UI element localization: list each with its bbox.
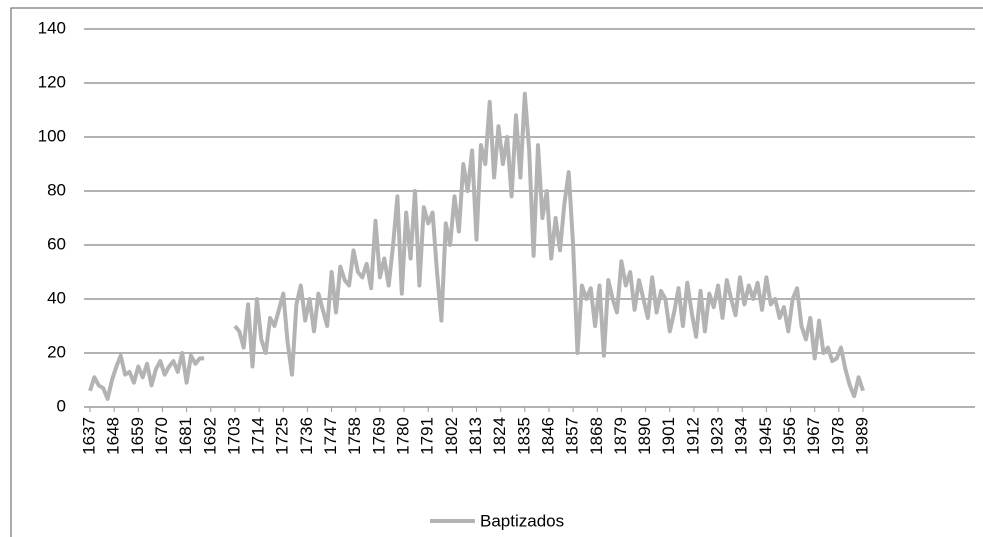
- x-tick-label: 1989: [852, 417, 871, 455]
- x-tick-label: 1890: [635, 417, 654, 455]
- x-tick-label: 1725: [273, 417, 292, 455]
- y-tick-label: 60: [47, 234, 66, 253]
- x-tick-label: 1901: [659, 417, 678, 455]
- x-tick-label: 1692: [200, 417, 219, 455]
- x-tick-label: 1758: [345, 417, 364, 455]
- x-tick-label: 1813: [466, 417, 485, 455]
- data-line: [88, 91, 865, 401]
- y-tick-label: 40: [47, 288, 66, 307]
- x-tick-label: 1945: [756, 417, 775, 455]
- x-tick-label: 1934: [732, 417, 751, 455]
- y-tick-label: 0: [57, 396, 66, 415]
- x-tick-label: 1670: [152, 417, 171, 455]
- y-tick-label: 80: [47, 180, 66, 199]
- x-tick-label: 1648: [104, 417, 123, 455]
- x-tick-label: 1956: [780, 417, 799, 455]
- x-tick-label: 1659: [128, 417, 147, 455]
- x-tick-label: 1681: [176, 417, 195, 455]
- legend-label: Baptizados: [480, 511, 564, 530]
- x-tick-label: 1846: [538, 417, 557, 455]
- x-tick-label: 1912: [683, 417, 702, 455]
- x-tick-label: 1879: [611, 417, 630, 455]
- x-tick-label: 1868: [587, 417, 606, 455]
- x-tick-label: 1857: [563, 417, 582, 455]
- x-tick-label: 1637: [79, 417, 98, 455]
- x-tick-label: 1802: [442, 417, 461, 455]
- x-tick-label: 1747: [321, 417, 340, 455]
- x-tick-label: 1791: [418, 417, 437, 455]
- y-tick-label: 120: [38, 72, 66, 91]
- x-tick-label: 1835: [514, 417, 533, 455]
- x-tick-label: 1824: [490, 417, 509, 455]
- y-tick-label: 140: [38, 18, 66, 37]
- x-tick-label: 1978: [828, 417, 847, 455]
- x-tick-label: 1780: [394, 417, 413, 455]
- x-tick-label: 1967: [804, 417, 823, 455]
- x-tick-label: 1703: [224, 417, 243, 455]
- y-tick-label: 100: [38, 126, 66, 145]
- x-tick-label: 1714: [249, 417, 268, 455]
- x-tick-label: 1736: [297, 417, 316, 455]
- x-tick-label: 1769: [369, 417, 388, 455]
- chart-frame: [10, 7, 983, 537]
- x-tick-label: 1923: [708, 417, 727, 455]
- y-tick-label: 20: [47, 342, 66, 361]
